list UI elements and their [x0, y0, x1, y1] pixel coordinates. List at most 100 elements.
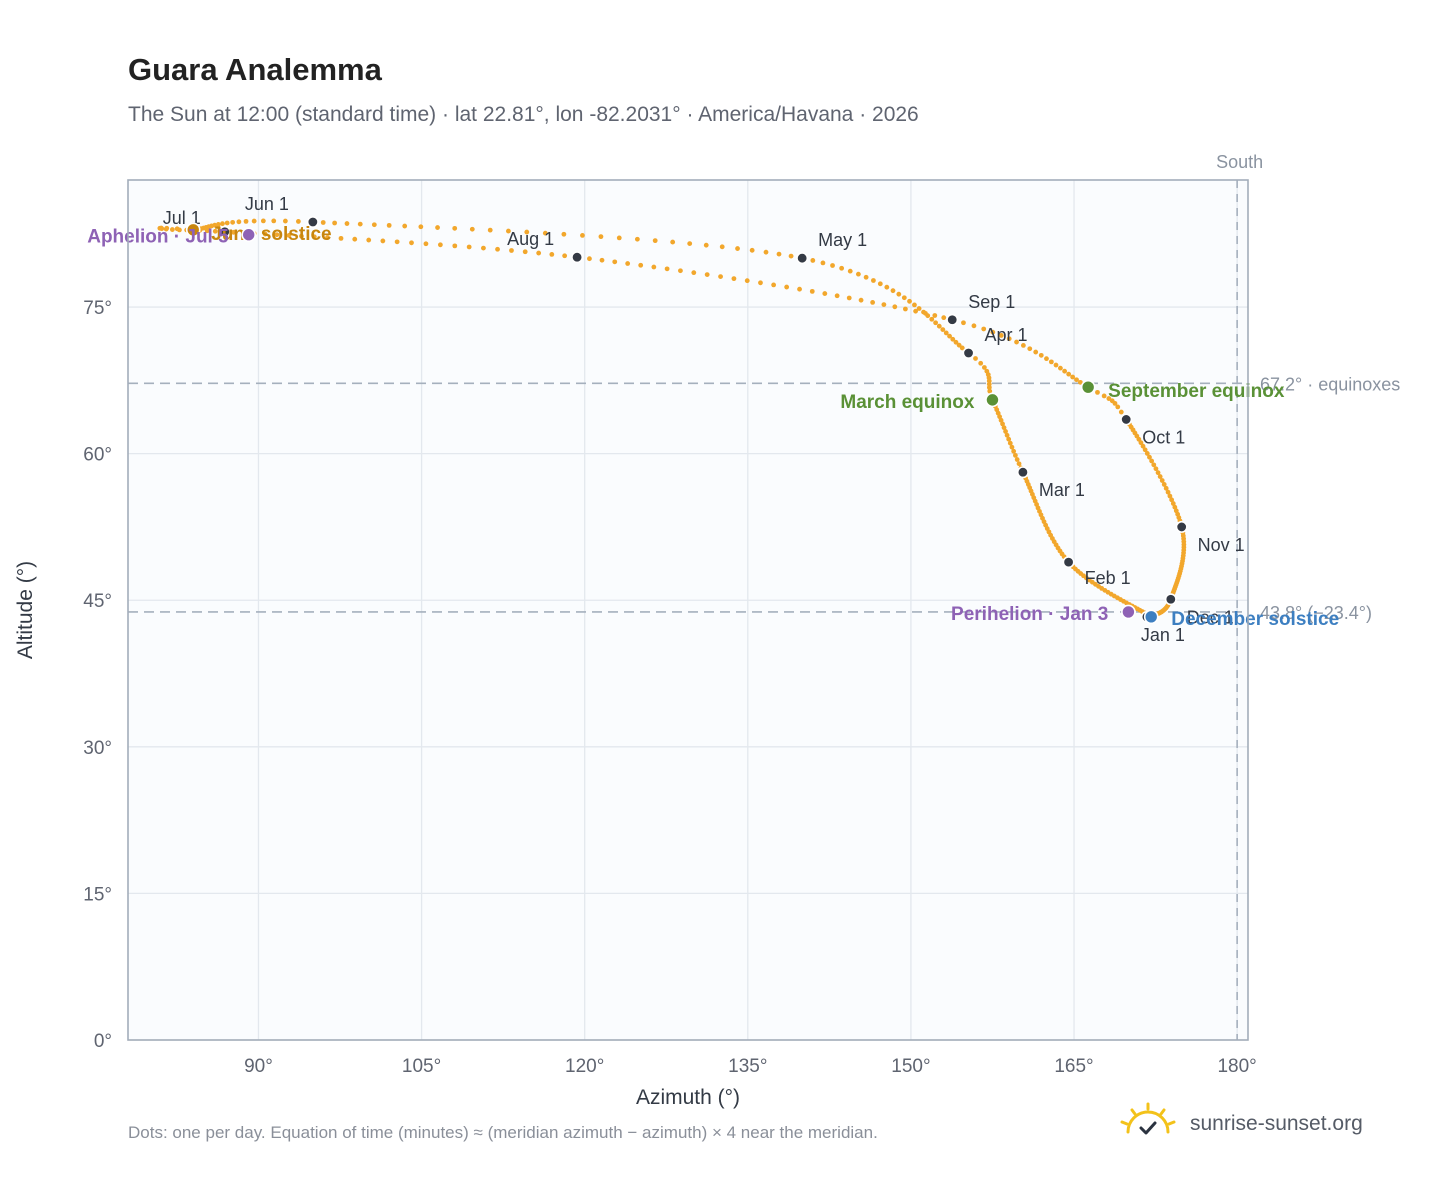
day-dot	[704, 272, 710, 278]
day-dot	[822, 291, 828, 296]
day-dot	[990, 329, 996, 335]
day-dot	[380, 238, 386, 244]
x-tick-label: 180°	[1217, 1056, 1256, 1077]
event-marker	[985, 392, 1000, 408]
day-dot	[961, 320, 966, 326]
month-marker	[1062, 556, 1075, 569]
event-marker	[185, 222, 201, 238]
day-dot	[943, 330, 949, 336]
day-dot	[678, 268, 683, 274]
day-dot	[916, 306, 922, 311]
day-dot	[174, 226, 180, 232]
day-dot	[855, 271, 861, 277]
day-dot	[524, 229, 530, 235]
day-dot	[452, 225, 458, 231]
day-dot	[998, 333, 1004, 338]
day-dot	[357, 221, 363, 227]
month-label: Jan 1	[1141, 625, 1185, 645]
day-dot	[749, 247, 755, 253]
reference-lines: South 67.2° · equinoxes 43.8° (−23.4°)	[128, 152, 1400, 1040]
day-dot	[169, 227, 175, 232]
day-dot	[929, 316, 935, 322]
day-dot	[1004, 432, 1010, 438]
month-label: Dec 1	[1187, 607, 1234, 627]
day-dot	[703, 242, 709, 248]
month-marker	[1120, 413, 1133, 426]
day-dot	[881, 302, 887, 308]
day-dot	[332, 220, 338, 226]
day-dot	[719, 244, 725, 250]
day-dot	[1011, 448, 1017, 454]
y-tick-label: 60°	[83, 445, 112, 466]
day-dot	[1016, 461, 1022, 467]
day-dot	[839, 265, 845, 271]
event-label: Aphelion · Jul 5	[87, 227, 229, 248]
month-label: May 1	[818, 230, 867, 250]
chart-title: Guara Analemma	[128, 52, 382, 87]
event-marker	[1080, 379, 1096, 395]
day-dot	[251, 218, 257, 224]
day-dot	[1053, 362, 1059, 368]
y-axis-label: Altitude (°)	[14, 561, 37, 659]
chart-subtitle: The Sun at 12:00 (standard time) · lat 2…	[128, 103, 919, 126]
day-dot	[776, 251, 782, 257]
day-dot	[687, 241, 693, 246]
day-dot	[587, 256, 592, 262]
day-dot	[735, 246, 740, 251]
day-dot	[896, 291, 902, 297]
day-dot	[1027, 346, 1033, 352]
day-dot	[1006, 336, 1012, 342]
month-label: Oct 1	[1142, 427, 1185, 447]
day-dot	[231, 229, 236, 235]
day-dot	[820, 260, 826, 266]
day-dot	[651, 264, 657, 270]
x-tick-label: 90°	[244, 1056, 273, 1077]
day-dot	[423, 241, 429, 247]
day-dot	[164, 225, 170, 231]
day-dot	[320, 220, 326, 225]
day-dot	[870, 299, 876, 305]
day-dot	[338, 235, 344, 241]
day-dot	[311, 234, 317, 240]
y-tick-label: 45°	[83, 591, 112, 612]
day-dot	[959, 345, 965, 351]
day-dot	[847, 268, 853, 274]
day-dot	[469, 226, 475, 232]
day-dot	[1165, 489, 1171, 495]
event-marker	[1121, 604, 1136, 620]
day-dot	[506, 228, 511, 234]
day-dot	[907, 298, 912, 304]
axis-ticks: 90° 105° 120° 135° 150° 165° 180° 0° 15° 30° 45° 60…	[83, 298, 1257, 1077]
day-dot	[1140, 443, 1146, 449]
month-label: Jul 1	[163, 208, 201, 228]
day-dot	[612, 259, 618, 265]
y-tick-label: 30°	[83, 738, 112, 759]
day-dot	[758, 280, 763, 286]
day-dot	[744, 278, 750, 284]
day-dot	[932, 313, 938, 318]
event-markers: March equinox September equinox June solst…	[87, 222, 1339, 630]
day-dot	[1155, 470, 1161, 476]
day-dot	[691, 270, 697, 276]
brand-logo[interactable]: sunrise-sunset.org	[1118, 1100, 1398, 1150]
day-dot	[212, 228, 218, 234]
day-dot	[1020, 342, 1026, 348]
day-dot	[452, 243, 458, 249]
day-dot	[1138, 440, 1144, 446]
month-marker	[1164, 593, 1177, 606]
day-dot	[1115, 404, 1121, 410]
day-dot	[344, 221, 350, 226]
day-dot	[481, 245, 486, 251]
day-dot	[1074, 377, 1079, 383]
day-dot	[466, 244, 472, 250]
day-dot	[274, 232, 280, 238]
day-dot	[901, 295, 907, 301]
day-dot	[271, 218, 277, 224]
day-dot	[892, 304, 898, 310]
day-dot	[1014, 339, 1019, 345]
day-dot	[509, 248, 514, 253]
day-dot	[1070, 374, 1076, 380]
event-label: March equinox	[840, 392, 975, 413]
month-label: Nov 1	[1198, 535, 1245, 555]
